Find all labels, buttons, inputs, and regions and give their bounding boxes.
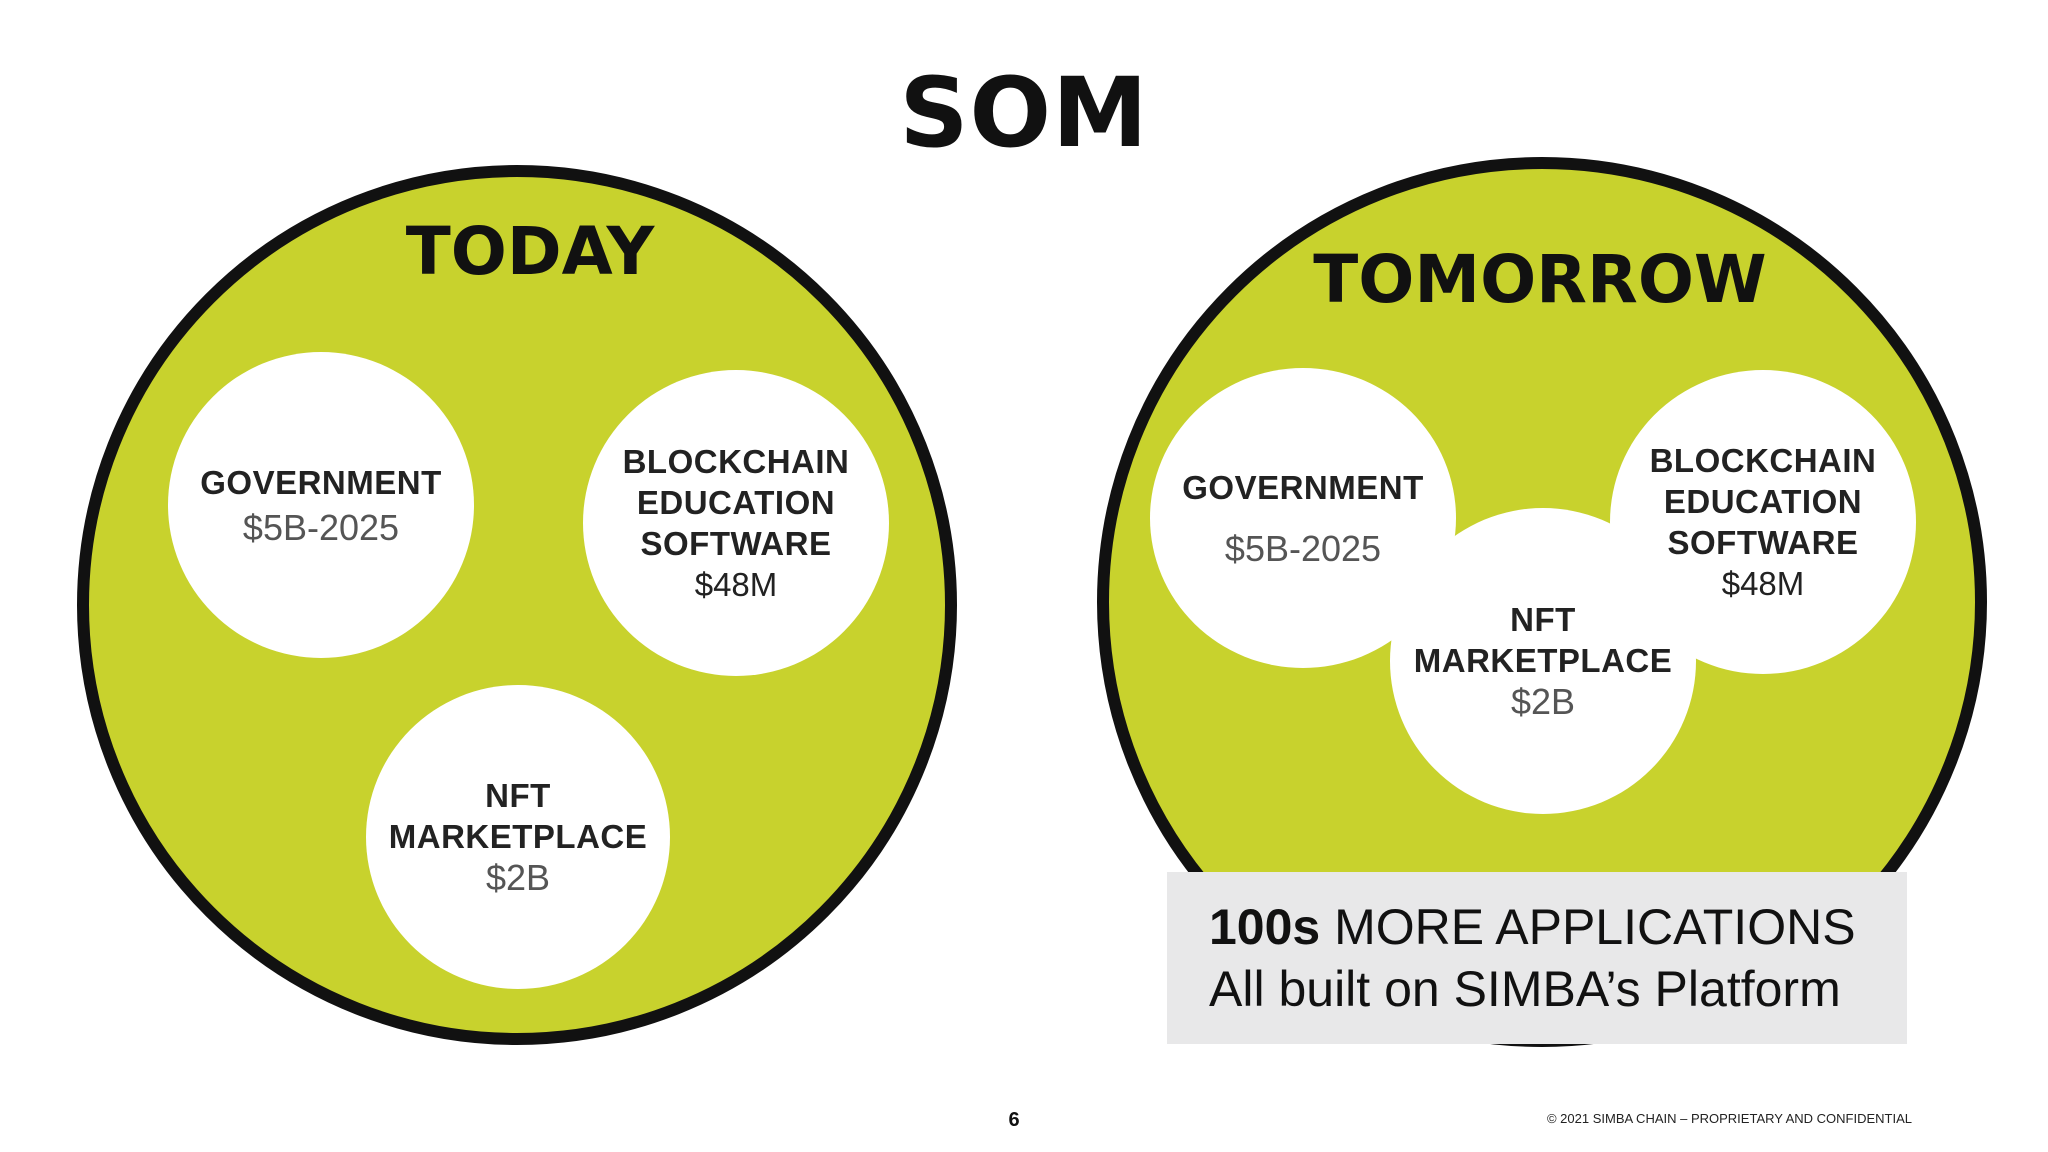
applications-box: 100s MORE APPLICATIONS All built on SIMB… [1167,872,1907,1044]
copyright-notice: © 2021 SIMBA CHAIN – PROPRIETARY AND CON… [1546,1111,1912,1126]
tomorrow-blockchain-label: BLOCKCHAIN EDUCATION SOFTWARE [1649,441,1877,561]
slide-title: SOM [899,57,1149,169]
today-government-bubble: GOVERNMENT $5B-2025 [168,352,474,658]
tomorrow-blockchain-bubble: BLOCKCHAIN EDUCATION SOFTWARE $48M [1610,370,1916,674]
tomorrow-government-label: GOVERNMENT [1182,468,1424,506]
applications-line-1-text: MORE APPLICATIONS [1320,899,1856,955]
today-blockchain-value: $48M [694,565,778,603]
page-number: 6 [1008,1109,1020,1131]
tomorrow-nft-value: $2B [1510,681,1576,722]
applications-line-2: All built on SIMBA’s Platform [1209,961,1841,1017]
today-nft-label: NFT MARKETPLACE [388,777,648,855]
today-nft-bubble: NFT MARKETPLACE $2B [366,685,670,989]
today-blockchain-bubble: BLOCKCHAIN EDUCATION SOFTWARE $48M [583,370,889,676]
today-government-label: GOVERNMENT [200,463,442,501]
today-heading: TODAY [405,213,655,290]
tomorrow-nft-bubble: NFT MARKETPLACE $2B [1390,508,1696,814]
today-blockchain-label: BLOCKCHAIN EDUCATION SOFTWARE [622,442,850,562]
applications-line-1: 100s MORE APPLICATIONS [1209,896,1907,958]
tomorrow-government-value: $5B-2025 [1224,527,1382,569]
tomorrow-heading: TOMORROW [1313,241,1767,318]
applications-count: 100s [1209,899,1321,955]
tomorrow-government-bubble: GOVERNMENT $5B-2025 [1150,368,1456,668]
tomorrow-nft-label: NFT MARKETPLACE [1413,601,1673,679]
today-nft-value: $2B [485,857,551,898]
tomorrow-blockchain-value: $48M [1721,564,1805,602]
today-government-value: $5B-2025 [242,506,400,548]
